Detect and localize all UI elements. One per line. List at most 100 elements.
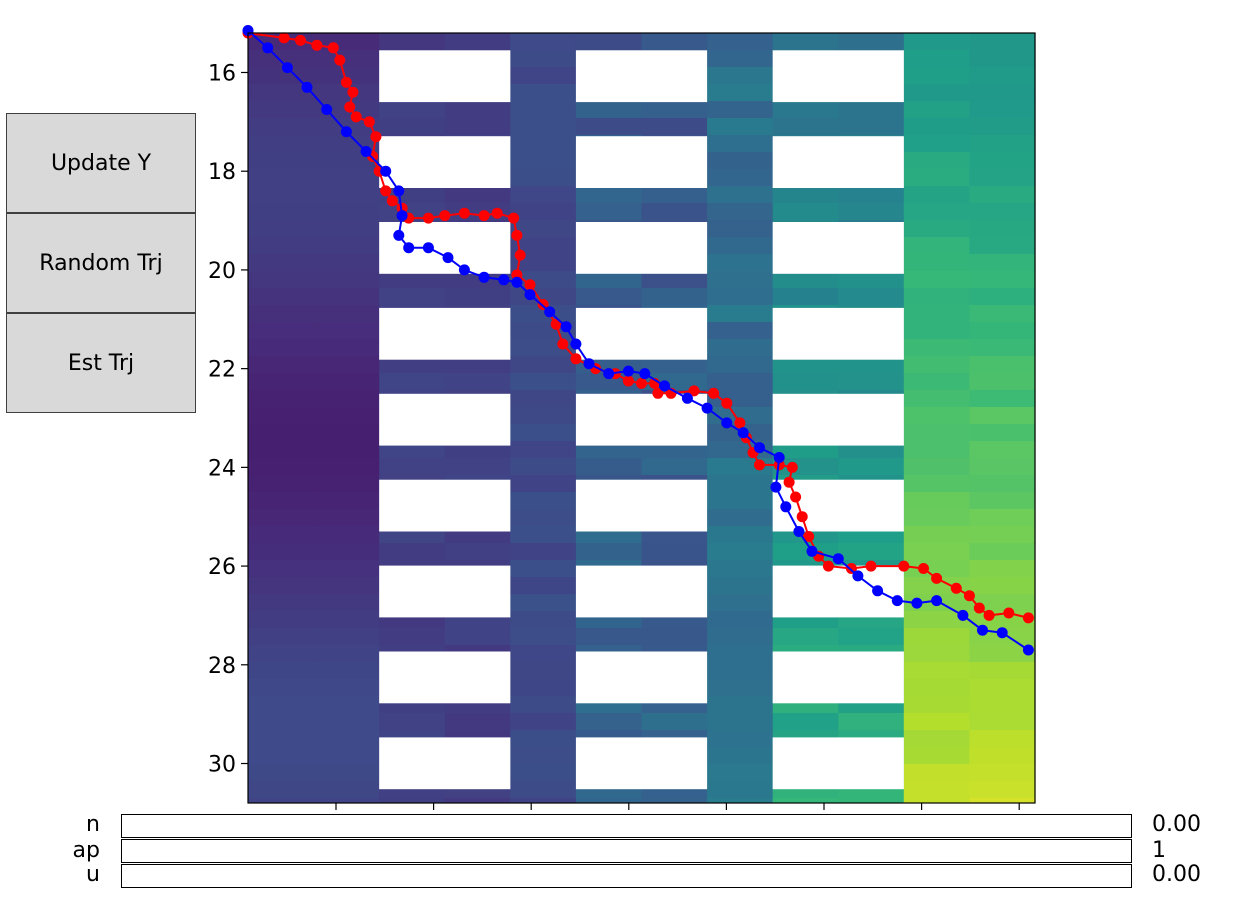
data-point — [636, 377, 647, 389]
heatmap-cell — [969, 764, 1036, 782]
slider-ap[interactable] — [121, 839, 1132, 863]
heatmap-cell — [248, 594, 315, 612]
heatmap-cell — [772, 713, 839, 731]
heatmap-cell — [772, 356, 839, 374]
heatmap-cell — [969, 390, 1036, 408]
data-point — [340, 126, 352, 138]
heatmap-cell — [510, 628, 577, 646]
heatmap-cell — [248, 730, 315, 748]
heatmap-cell — [510, 356, 577, 374]
data-point — [603, 368, 615, 380]
heatmap-cell — [313, 84, 380, 102]
heatmap-cell — [641, 203, 708, 221]
heatmap-cell — [248, 169, 315, 187]
data-point — [865, 560, 877, 572]
heatmap-cell — [510, 458, 577, 476]
heatmap-cell — [641, 33, 708, 51]
heatmap-cell — [707, 373, 774, 391]
slider-n-value: 0.00 — [1152, 812, 1201, 837]
heatmap-cell — [444, 101, 511, 119]
y-tick-label: 24 — [208, 456, 236, 481]
heatmap-cell — [969, 356, 1036, 374]
masked-block — [575, 565, 708, 618]
heatmap-cell — [838, 356, 905, 374]
masked-block — [379, 307, 511, 360]
heatmap-cell — [379, 356, 446, 374]
heatmap-cell — [969, 407, 1036, 425]
data-point — [498, 274, 510, 286]
heatmap-cell — [707, 560, 774, 578]
heatmap-cell — [707, 101, 774, 119]
y-tick-label: 22 — [208, 358, 236, 383]
heatmap-cell — [641, 798, 708, 803]
data-point — [1003, 607, 1015, 619]
random-trj-button[interactable]: Random Trj — [6, 213, 196, 313]
heatmap-cell — [510, 764, 577, 782]
data-point — [950, 582, 962, 594]
heatmap-cell — [313, 254, 380, 272]
heatmap-cell — [707, 186, 774, 204]
heatmap-cell — [903, 696, 970, 714]
heatmap-cell — [969, 645, 1036, 663]
heatmap-cell — [969, 577, 1036, 595]
heatmap-cell — [969, 492, 1036, 510]
heatmap-cell — [707, 713, 774, 731]
heatmap-cell — [903, 101, 970, 119]
data-point — [780, 501, 792, 513]
update-y-button[interactable]: Update Y — [6, 113, 196, 213]
data-point — [957, 609, 969, 621]
heatmap-cell — [248, 441, 315, 459]
heatmap-cell — [903, 186, 970, 204]
heatmap-cell — [313, 492, 380, 510]
heatmap-cell — [903, 84, 970, 102]
heatmap-cell — [313, 611, 380, 629]
heatmap-cell — [707, 33, 774, 51]
data-point — [681, 392, 693, 404]
heatmap-cell — [838, 713, 905, 731]
heatmap-cell — [379, 118, 446, 136]
heatmap-cell — [969, 237, 1036, 255]
heatmap-cell — [838, 101, 905, 119]
data-point — [511, 229, 523, 241]
heatmap-cell — [510, 373, 577, 391]
masked-block — [379, 50, 511, 103]
heatmap-cell — [510, 577, 577, 595]
plot-frame — [247, 32, 1036, 804]
heatmap-cell — [313, 577, 380, 595]
white-blocks — [379, 50, 904, 790]
heatmap-cell — [313, 713, 380, 731]
heatmap-cell — [510, 84, 577, 102]
heatmap-cell — [969, 798, 1036, 803]
heatmap-cell — [379, 628, 446, 646]
heatmap-cell — [248, 679, 315, 697]
heatmap-cell — [444, 186, 511, 204]
heatmap-cell — [641, 118, 708, 136]
data-point — [403, 242, 415, 254]
data-point — [557, 338, 569, 350]
heatmap-cell — [903, 662, 970, 680]
heatmap-cell — [969, 747, 1036, 765]
heatmap-cell — [313, 237, 380, 255]
heatmap-cell — [313, 373, 380, 391]
heatmap-cell — [707, 118, 774, 136]
heatmap-cell — [313, 509, 380, 527]
slider-n[interactable] — [121, 814, 1132, 838]
est-trj-button[interactable]: Est Trj — [6, 313, 196, 413]
heatmap-cell — [248, 118, 315, 136]
heatmap-cell — [313, 475, 380, 493]
slider-u[interactable] — [121, 864, 1132, 888]
heatmap-cell — [313, 271, 380, 289]
heatmap-cell — [379, 713, 446, 731]
heatmap-cell — [707, 475, 774, 493]
heatmap-cell — [313, 203, 380, 221]
heatmap-cell — [313, 441, 380, 459]
data-point — [278, 32, 290, 44]
data-point — [754, 459, 765, 471]
data-point — [295, 34, 306, 46]
heatmap-cell — [248, 305, 315, 323]
heatmap-cell — [707, 254, 774, 272]
masked-block — [772, 136, 904, 188]
heatmap-cell — [248, 407, 315, 425]
heatmap-cell — [248, 645, 315, 663]
